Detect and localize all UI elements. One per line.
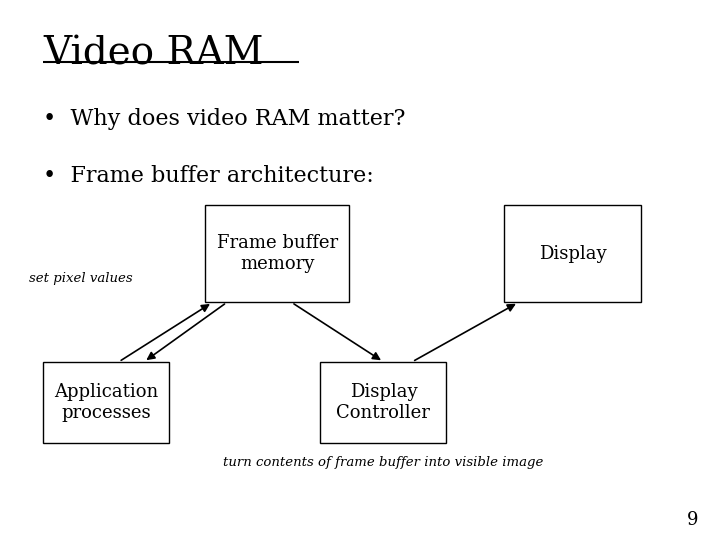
Text: Display
Controller: Display Controller [336, 383, 431, 422]
Bar [504, 205, 641, 302]
Text: Frame buffer
memory: Frame buffer memory [217, 234, 338, 273]
Text: Video RAM: Video RAM [43, 35, 264, 72]
Text: set pixel values: set pixel values [29, 272, 132, 285]
Text: turn contents of frame buffer into visible image: turn contents of frame buffer into visib… [223, 456, 544, 469]
Bar [320, 362, 446, 443]
Text: 9: 9 [687, 511, 698, 529]
Text: •  Why does video RAM matter?: • Why does video RAM matter? [43, 108, 405, 130]
Bar [43, 362, 169, 443]
Text: Display: Display [539, 245, 606, 263]
Bar [205, 205, 349, 302]
Text: •  Frame buffer architecture:: • Frame buffer architecture: [43, 165, 374, 187]
Text: Application
processes: Application processes [54, 383, 158, 422]
